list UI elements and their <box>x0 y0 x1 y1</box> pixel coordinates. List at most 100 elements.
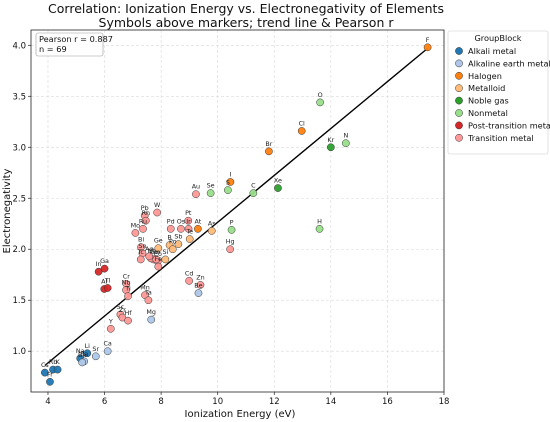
point-label: B <box>167 234 171 242</box>
data-point <box>154 244 163 253</box>
y-tick-label: 1.5 <box>12 296 26 306</box>
legend-label: Transition metal <box>467 133 534 143</box>
point-label: Os <box>177 217 186 225</box>
point-label: Sb <box>174 233 182 241</box>
y-axis: 1.0 1.5 2.0 2.5 3.0 3.5 4.0 <box>12 41 31 357</box>
data-point <box>94 267 103 276</box>
point-label: Tc <box>137 248 145 256</box>
data-point <box>194 224 202 233</box>
point-label: Ag <box>145 245 153 253</box>
point-label: Mn <box>140 284 150 292</box>
legend-label: Nonmetal <box>468 108 508 118</box>
point-label: Ir <box>186 217 191 225</box>
x-axis-label: Ionization Energy (eV) <box>185 409 296 420</box>
y-tick-label: 3.0 <box>12 143 26 153</box>
legend-label: Alkaline earth metal <box>468 58 550 68</box>
sample-size-text: n = 69 <box>39 44 67 54</box>
x-tick-label: 18 <box>439 397 450 407</box>
point-label: Tl <box>104 276 111 284</box>
data-point <box>184 224 193 233</box>
point-label: Cs <box>41 361 49 369</box>
x-tick-label: 4 <box>45 397 50 407</box>
point-label: Cd <box>185 269 194 277</box>
data-points <box>41 43 432 386</box>
point-label: Fe <box>155 255 162 263</box>
point-label: In <box>96 260 102 268</box>
point-label: Te <box>185 228 193 236</box>
y-tick-label: 4.0 <box>12 41 26 51</box>
legend-marker <box>455 71 463 80</box>
legend-marker <box>455 133 463 142</box>
data-point <box>226 178 235 186</box>
point-label: O <box>318 91 323 99</box>
point-label: Br <box>265 140 272 148</box>
point-label: Ba <box>78 351 86 359</box>
data-point <box>53 365 62 374</box>
point-label: Mo <box>131 221 141 229</box>
point-label: Ru <box>139 217 147 225</box>
data-point <box>265 147 273 156</box>
point-label: Kr <box>327 136 334 144</box>
data-point <box>192 190 200 199</box>
point-label: S <box>226 179 230 187</box>
legend-marker <box>455 47 463 55</box>
point-label: Pd <box>167 217 175 225</box>
y-tick-label: 2.5 <box>12 194 26 204</box>
stats-box: Pearson r = 0.887 n = 69 <box>35 32 113 57</box>
point-label: Zn <box>196 273 204 281</box>
plot-area-frame <box>30 29 445 393</box>
point-label: Cu <box>149 248 158 256</box>
data-point <box>227 226 236 234</box>
point-label: Ga <box>100 257 109 265</box>
data-point <box>249 189 258 198</box>
data-point <box>166 224 175 233</box>
point-label: Ta <box>144 289 152 297</box>
legend-label: Post-transition metal <box>468 120 550 130</box>
data-point <box>131 229 140 237</box>
point-label: Zr <box>119 306 126 314</box>
legend-marker <box>455 84 463 93</box>
x-tick-label: 14 <box>325 397 336 407</box>
data-point <box>153 208 162 217</box>
point-label: Nb <box>122 279 131 287</box>
data-point <box>224 186 232 194</box>
data-point <box>226 245 234 254</box>
data-point <box>316 98 324 107</box>
point-label: As <box>208 219 216 227</box>
point-label: Fr <box>47 370 53 378</box>
point-label: Rb <box>49 358 58 366</box>
data-point <box>103 284 112 292</box>
data-point <box>144 296 153 305</box>
point-label: Al <box>101 278 107 286</box>
data-point <box>168 245 177 254</box>
y-tick-label: 2.0 <box>12 245 26 255</box>
data-point <box>152 255 161 264</box>
data-point <box>185 277 193 285</box>
legend-frame <box>447 30 549 155</box>
data-point <box>423 43 432 52</box>
data-point <box>326 143 335 152</box>
data-point <box>78 358 87 367</box>
data-point <box>41 368 49 377</box>
legend-label: Metalloid <box>468 83 505 93</box>
legend-label: Alkali metal <box>468 46 516 56</box>
point-label: F <box>426 36 430 44</box>
data-point <box>136 255 145 264</box>
point-label: Hf <box>124 309 132 317</box>
legend-label: Noble gas <box>468 96 509 106</box>
y-tick-label: 1.0 <box>12 347 26 357</box>
point-label: N <box>343 132 348 140</box>
point-label: Xe <box>274 177 282 185</box>
data-point <box>91 352 100 361</box>
point-label: At <box>195 217 202 225</box>
stats-box-frame <box>35 32 104 57</box>
data-point <box>184 216 193 225</box>
data-point <box>341 139 350 148</box>
x-tick-label: 10 <box>212 397 223 407</box>
data-point <box>154 262 163 271</box>
data-point <box>174 240 183 248</box>
data-point <box>103 347 112 356</box>
data-point <box>315 224 324 233</box>
trend-line <box>44 47 429 367</box>
